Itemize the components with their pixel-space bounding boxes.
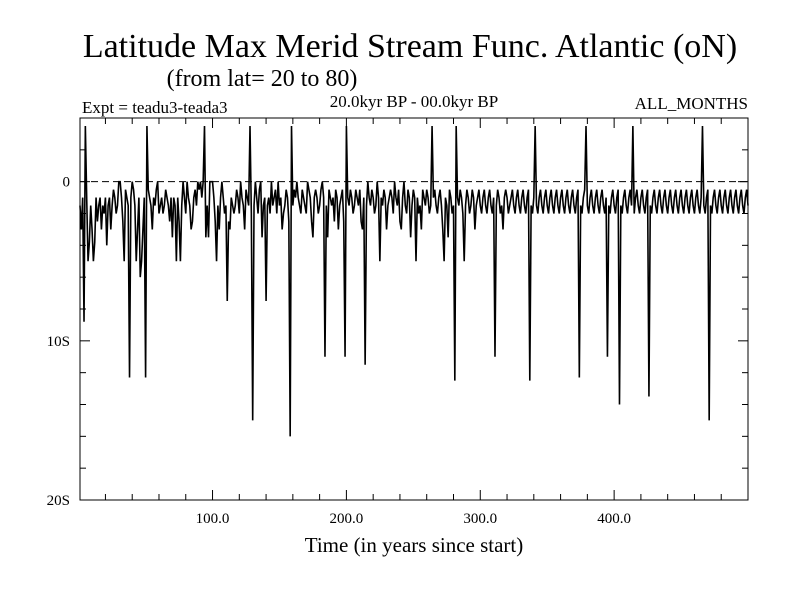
y-tick-label: 10S [47, 334, 70, 350]
experiment-label: Expt = teadu3-teada3 [82, 98, 228, 117]
y-tick-label: 20S [47, 493, 70, 509]
x-tick-label: 200.0 [330, 511, 364, 527]
x-tick-label: 400.0 [597, 511, 631, 527]
period-label: 20.0kyr BP - 00.0kyr BP [330, 92, 498, 111]
plot-frame [79, 117, 749, 501]
tick-labels: 100.0 200.0 300.0 400.0 0 10S 20S [47, 175, 631, 527]
y-tick-label: 0 [63, 175, 71, 191]
series-line [79, 125, 749, 437]
months-label: ALL_MONTHS [635, 94, 748, 113]
x-tick-label: 100.0 [196, 511, 230, 527]
x-axis-label: Time (in years since start) [305, 533, 524, 557]
chart-subtitle: (from lat= 20 to 80) [167, 66, 358, 92]
x-tick-label: 300.0 [463, 511, 497, 527]
axes-ticks [80, 118, 748, 500]
chart-title: Latitude Max Merid Stream Func. Atlantic… [83, 28, 737, 65]
